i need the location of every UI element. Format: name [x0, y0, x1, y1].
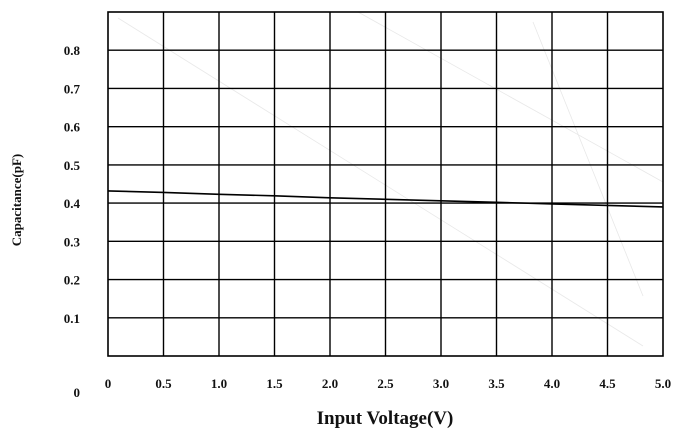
y-tick-label: 0.5 — [64, 158, 81, 173]
faint-line-0 — [117, 17, 644, 347]
x-tick-label: 1.0 — [211, 376, 227, 391]
x-tick-label: 2.5 — [377, 376, 394, 391]
y-tick-label: 0.7 — [64, 81, 81, 96]
series-layer — [107, 190, 664, 208]
y-tick-label: 0.4 — [64, 196, 81, 211]
x-tick-label: 3.0 — [433, 376, 449, 391]
y-tick-label: 0.3 — [64, 234, 81, 249]
plot-frame — [107, 11, 664, 357]
x-tick-label: 4.5 — [599, 376, 616, 391]
grid-lines — [108, 12, 663, 356]
x-tick-label: 5.0 — [655, 376, 671, 391]
y-tick-label: 0.8 — [64, 43, 81, 58]
x-tick-label: 0.5 — [155, 376, 172, 391]
x-tick-label: 4.0 — [544, 376, 560, 391]
y-tick-label: 0.2 — [64, 273, 80, 288]
y-axis-title: Capacitance(pF) — [9, 154, 24, 246]
series-line-0 — [107, 190, 664, 208]
y-tick-label: 0.6 — [64, 120, 81, 135]
x-tick-label: 1.5 — [266, 376, 283, 391]
x-tick-label: 0 — [105, 376, 112, 391]
y-tick-label: 0 — [74, 385, 81, 400]
y-tick-labels: 0 0.1 0.2 0.3 0.4 0.5 0.6 0.7 0.8 — [64, 43, 81, 400]
faint-line-1 — [357, 11, 664, 183]
x-tick-label: 2.0 — [322, 376, 338, 391]
x-axis-title: Input Voltage(V) — [317, 408, 454, 429]
y-tick-label: 0.1 — [64, 311, 80, 326]
x-tick-label: 3.5 — [488, 376, 505, 391]
x-tick-labels: 0 0.5 1.0 1.5 2.0 2.5 3.0 3.5 4.0 4.5 5.0 — [105, 376, 671, 391]
